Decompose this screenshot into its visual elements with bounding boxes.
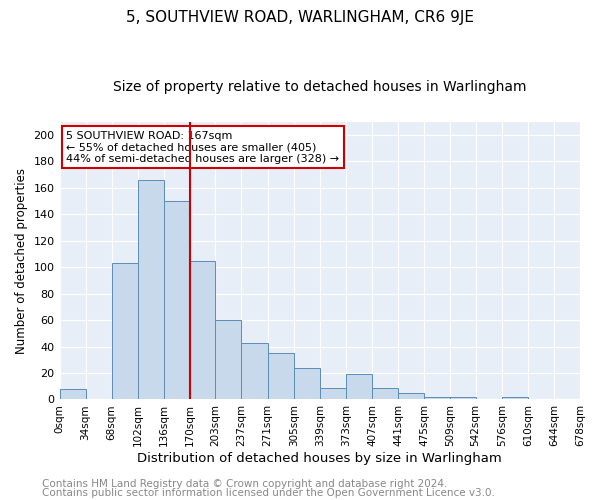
Bar	[372, 388, 398, 400]
Bar	[241, 342, 268, 400]
Bar	[346, 374, 372, 400]
Text: 5, SOUTHVIEW ROAD, WARLINGHAM, CR6 9JE: 5, SOUTHVIEW ROAD, WARLINGHAM, CR6 9JE	[126, 10, 474, 25]
Bar	[268, 353, 293, 400]
Bar	[320, 388, 346, 400]
Bar	[450, 397, 476, 400]
X-axis label: Distribution of detached houses by size in Warlingham: Distribution of detached houses by size …	[137, 452, 502, 465]
Y-axis label: Number of detached properties: Number of detached properties	[15, 168, 28, 354]
Text: 5 SOUTHVIEW ROAD: 167sqm
← 55% of detached houses are smaller (405)
44% of semi-: 5 SOUTHVIEW ROAD: 167sqm ← 55% of detach…	[67, 131, 340, 164]
Bar	[424, 397, 450, 400]
Bar	[138, 180, 164, 400]
Bar	[190, 260, 215, 400]
Bar	[215, 320, 241, 400]
Bar	[59, 389, 86, 400]
Bar	[502, 397, 528, 400]
Bar	[398, 393, 424, 400]
Text: Contains HM Land Registry data © Crown copyright and database right 2024.: Contains HM Land Registry data © Crown c…	[42, 479, 448, 489]
Bar	[293, 368, 320, 400]
Bar	[164, 201, 190, 400]
Title: Size of property relative to detached houses in Warlingham: Size of property relative to detached ho…	[113, 80, 527, 94]
Text: Contains public sector information licensed under the Open Government Licence v3: Contains public sector information licen…	[42, 488, 495, 498]
Bar	[112, 263, 138, 400]
